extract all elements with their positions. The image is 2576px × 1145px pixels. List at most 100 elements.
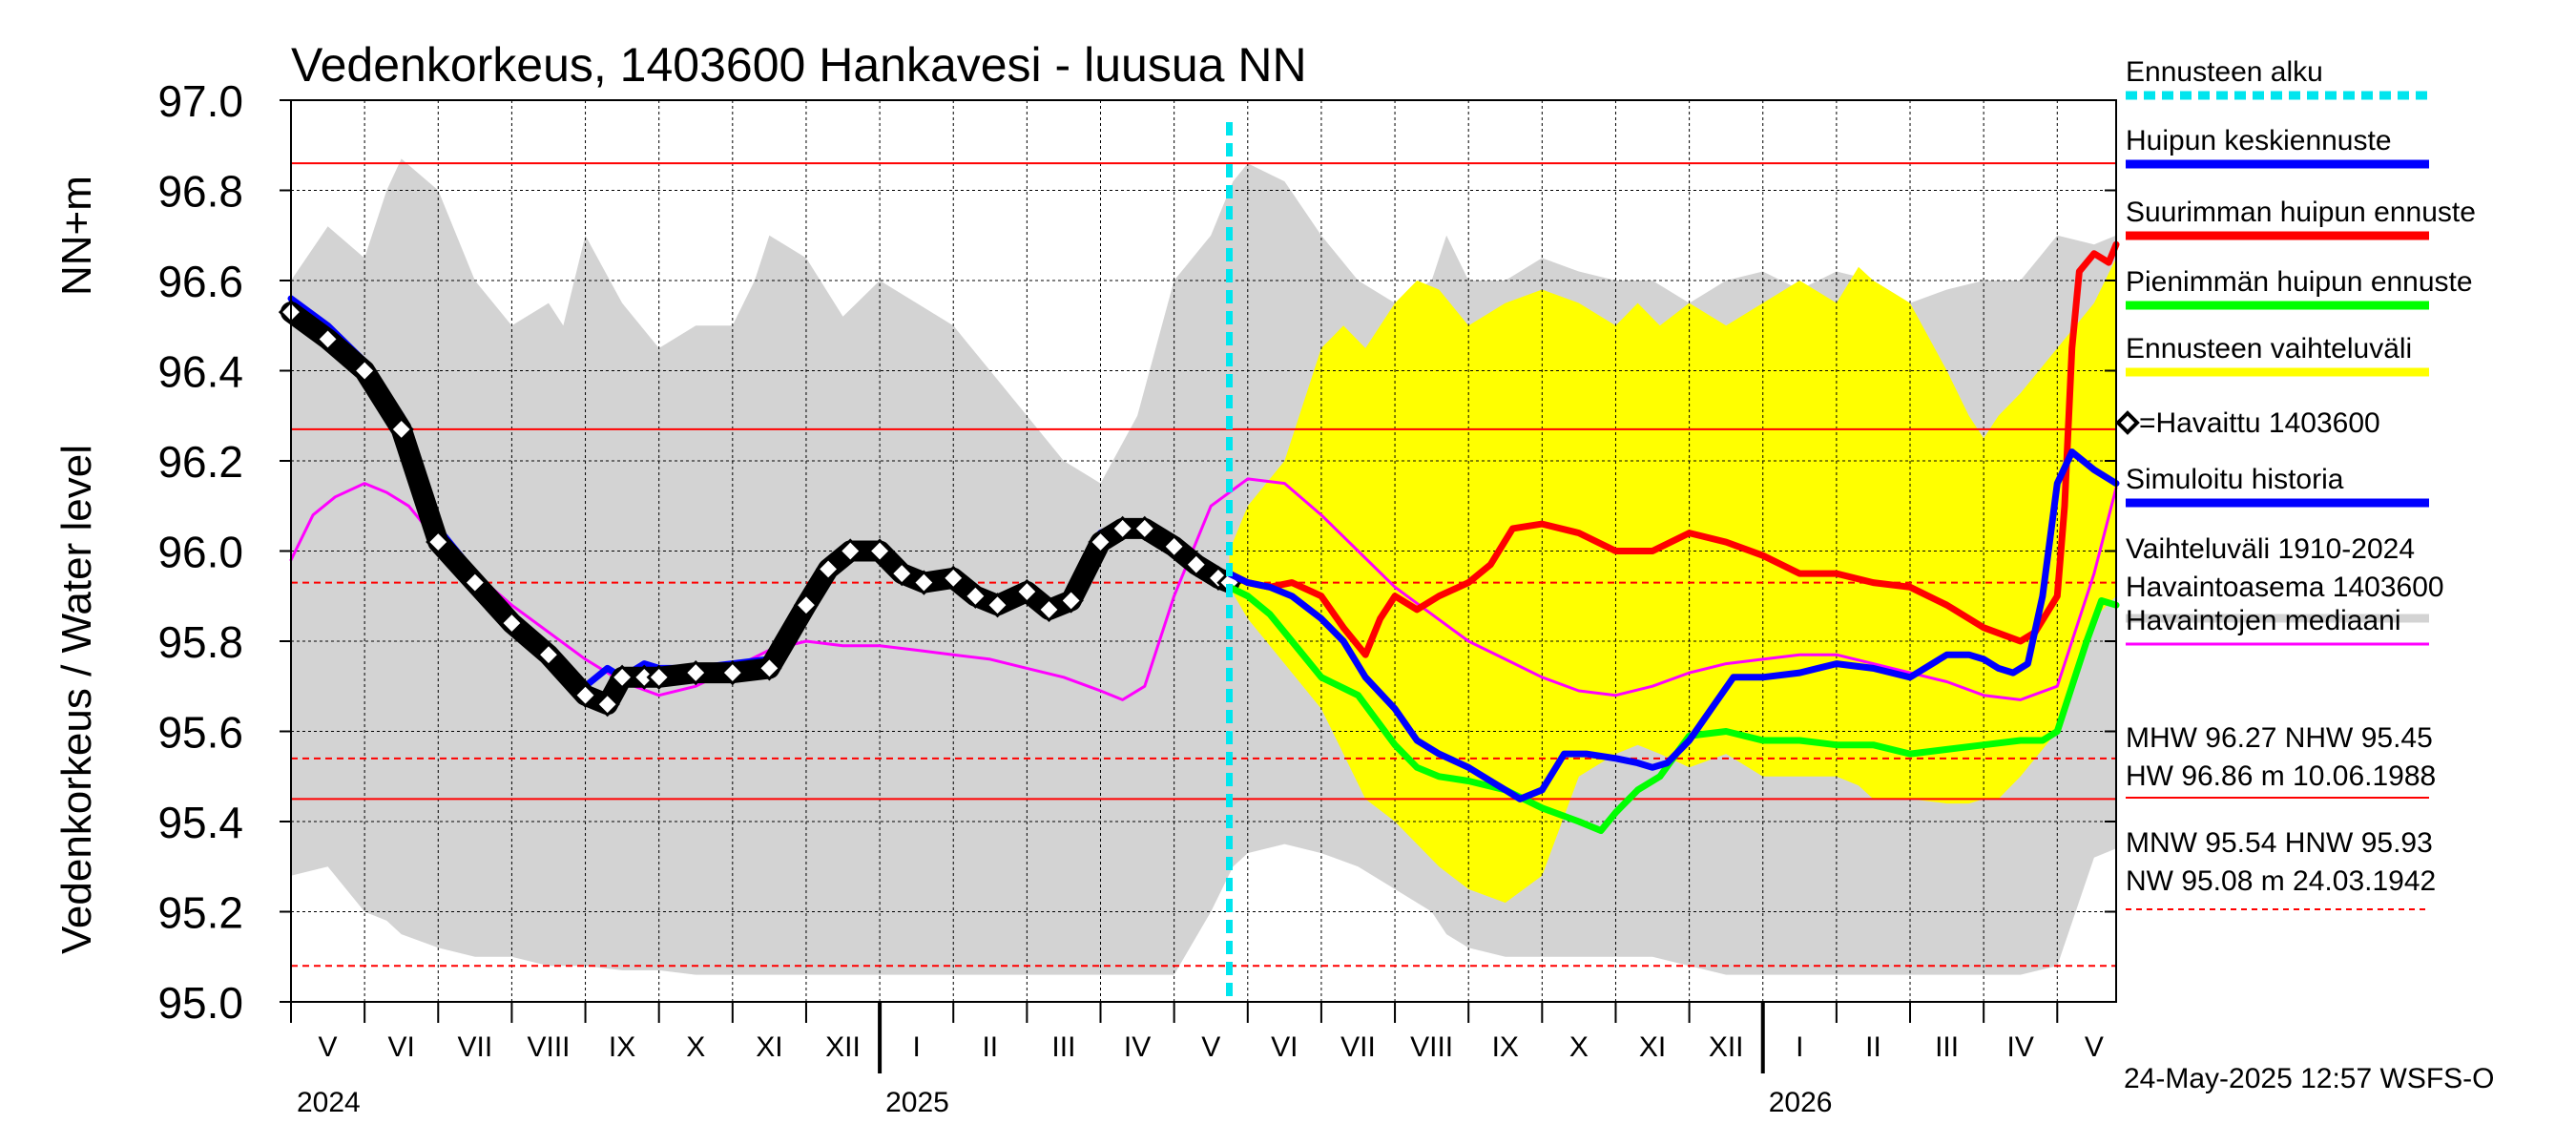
x-month-label: IV — [2007, 1031, 2034, 1063]
y-tick-label: 96.4 — [157, 347, 243, 397]
legend: Ennusteen alku Huipun keskiennuste Suurimm… — [2115, 56, 2476, 646]
y-tick-label: 96.8 — [157, 167, 243, 217]
chart-title: Vedenkorkeus, 1403600 Hankavesi - luusua… — [291, 38, 1307, 92]
legend-label: Huipun keskiennuste — [2126, 125, 2392, 156]
x-month-label: III — [1935, 1031, 1959, 1063]
observed-marker — [838, 538, 863, 564]
y-tick-label: 97.0 — [157, 76, 243, 126]
x-month-label: IV — [1124, 1031, 1151, 1063]
observed-marker — [757, 656, 782, 681]
observed-marker — [609, 664, 635, 690]
observed-marker — [315, 326, 341, 352]
x-month-label: X — [686, 1031, 705, 1063]
legend-label: =Havaittu 1403600 — [2139, 407, 2380, 439]
x-month-label: VIII — [1410, 1031, 1453, 1063]
legend-label: Vaihteluväli 1910-2024 — [2126, 533, 2415, 565]
band-1 — [1229, 258, 2116, 904]
x-month-label: X — [1569, 1031, 1589, 1063]
observed-marker — [499, 610, 525, 636]
legend-label: Ennusteen alku — [2126, 56, 2323, 88]
y-tick-label: 95.6 — [157, 708, 243, 758]
series-lines — [278, 240, 2120, 834]
x-month-label: II — [982, 1031, 998, 1063]
x-month-label: IX — [1492, 1031, 1519, 1063]
x-month-label: XII — [1709, 1031, 1744, 1063]
legend-label: Havaintojen mediaani — [2126, 605, 2401, 636]
y-tick-label: 96.0 — [157, 528, 243, 577]
observed-marker — [963, 583, 988, 609]
x-month-label: VII — [457, 1031, 492, 1063]
observed-marker — [572, 682, 598, 708]
x-month-label: XII — [825, 1031, 861, 1063]
observed-marker — [1132, 515, 1157, 541]
stats-line-2: HW 96.86 m 10.06.1988 — [2126, 760, 2436, 792]
x-year-label: 2024 — [297, 1087, 361, 1118]
x-month-label: V — [319, 1031, 338, 1063]
legend-label: Ennusteen vaihteluväli — [2126, 333, 2412, 364]
observed-marker — [1036, 596, 1062, 623]
axes: 95.0 95.2 95.4 95.6 95.8 96.0 96.2 96.4 96.6 96.8… — [157, 76, 2116, 1118]
legend-label-2: Havaintoasema 1403600 — [2126, 572, 2444, 603]
x-month-label: V — [2085, 1031, 2104, 1063]
series-line-4 — [1226, 583, 2120, 834]
observed-marker — [866, 538, 893, 564]
grid — [291, 99, 2116, 1003]
y-tick-label: 95.2 — [157, 888, 243, 938]
x-month-label: I — [1796, 1031, 1803, 1063]
y-axis-label: Vedenkorkeus / Water level — [53, 445, 100, 954]
observed-marker — [815, 556, 841, 582]
y-tick-label: 95.0 — [157, 978, 243, 1028]
y-tick-label: 95.8 — [157, 617, 243, 667]
observed-marker — [1161, 533, 1187, 559]
series-line-3 — [1226, 240, 2120, 658]
observed-marker — [889, 561, 915, 587]
x-month-label: II — [1865, 1031, 1881, 1063]
observed-marker — [352, 358, 378, 384]
footer-timestamp: 24-May-2025 12:57 WSFS-O — [2124, 1063, 2495, 1094]
observed-marker — [683, 659, 709, 686]
observed-marker — [1088, 529, 1113, 555]
observed-marker — [941, 565, 966, 591]
observed-marker — [1110, 515, 1135, 541]
x-month-label: VI — [388, 1031, 415, 1063]
series-line-5 — [1226, 448, 2120, 802]
x-year-label: 2025 — [885, 1087, 949, 1118]
legend-label: Suurimman huipun ennuste — [2126, 197, 2476, 228]
series-line-0 — [289, 477, 2118, 701]
observed-marker — [1058, 588, 1084, 614]
x-month-label: XI — [756, 1031, 782, 1063]
x-month-label: III — [1051, 1031, 1075, 1063]
x-month-label: IX — [609, 1031, 635, 1063]
observed-marker — [535, 642, 562, 668]
x-month-label: I — [912, 1031, 920, 1063]
observed-marker — [1014, 578, 1040, 605]
observed-marker — [911, 570, 937, 595]
observed-marker — [646, 664, 672, 690]
stats-line-4: NW 95.08 m 24.03.1942 — [2126, 865, 2436, 897]
x-month-label: V — [1201, 1031, 1220, 1063]
observed-marker — [388, 416, 414, 443]
observed-marker — [594, 692, 620, 718]
observed-marker — [1183, 552, 1209, 577]
stats-line-3: MNW 95.54 HNW 95.93 — [2126, 827, 2433, 859]
legend-marker-icon — [2115, 410, 2140, 435]
y-tick-label: 96.6 — [157, 257, 243, 306]
y-tick-label: 95.4 — [157, 798, 243, 847]
y-axis-unit: NN+m — [53, 176, 100, 296]
x-month-label: XI — [1639, 1031, 1666, 1063]
legend-label: Simuloitu historia — [2126, 464, 2344, 495]
y-tick-label: 96.2 — [157, 437, 243, 487]
legend-label: Pienimmän huipun ennuste — [2126, 266, 2473, 298]
x-month-label: VII — [1340, 1031, 1376, 1063]
observed-marker — [985, 593, 1010, 618]
x-month-label: VI — [1271, 1031, 1298, 1063]
x-month-label: VIII — [527, 1031, 570, 1063]
observed-marker — [462, 570, 488, 595]
observed-marker — [426, 529, 451, 555]
x-year-label: 2026 — [1769, 1087, 1833, 1118]
observed-marker — [719, 659, 745, 686]
observed-marker — [793, 593, 820, 618]
stats-line-1: MHW 96.27 NHW 95.45 — [2126, 722, 2433, 754]
reference-lines — [291, 162, 2116, 968]
